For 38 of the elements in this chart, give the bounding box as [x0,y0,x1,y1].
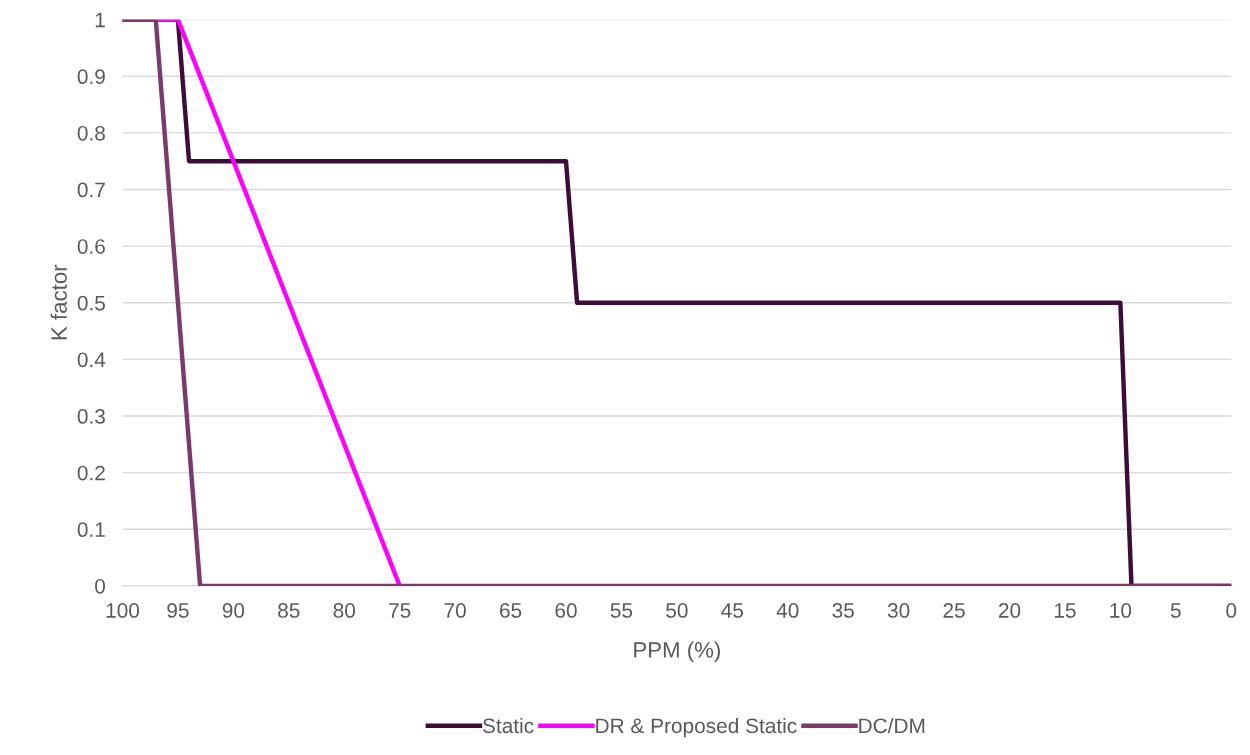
y-tick-label: 0.7 [77,182,105,198]
x-tick-label: 70 [444,603,466,618]
x-tick-label: 35 [832,603,854,618]
x-tick-label: 85 [278,603,300,618]
x-tick-label: 80 [333,603,356,618]
legend-label: DR & Proposed Static [596,717,797,738]
x-tick-label: 30 [887,603,910,618]
y-tick-label: 0.1 [77,522,105,538]
x-tick-label: 10 [1110,603,1132,618]
x-tick-label: 55 [610,603,633,618]
legend-label: DC/DM [859,717,925,734]
x-tick-label: 95 [167,603,189,618]
y-tick-label: 0.9 [77,69,105,85]
x-tick-label: 15 [1054,603,1076,618]
x-axis-title: PPM (%) [634,641,720,663]
x-tick-label: 20 [998,603,1021,618]
y-tick-label: 0.2 [77,465,105,481]
x-tick-label: 75 [389,603,411,618]
y-tick-label: 0.3 [77,409,105,424]
x-tick-label: 100 [106,603,140,618]
x-tick-label: 0 [1226,603,1237,618]
y-tick-label: 0.5 [77,295,105,311]
line-series [122,19,1232,586]
y-axis-title: K factor [50,264,67,340]
y-tick-label: 1 [95,12,105,28]
y-tick-label: 0 [95,578,106,594]
x-tick-label: 40 [776,603,799,618]
x-tick-label: 90 [222,603,245,618]
y-tick-label: 0.4 [77,352,106,368]
x-tick-label: 45 [721,603,744,618]
y-tick-label: 0.8 [77,125,105,141]
x-tick-label: 65 [500,603,522,618]
x-tick-label: 5 [1170,603,1181,618]
x-tick-label: 60 [555,603,577,618]
x-tick-label: 50 [666,603,688,618]
x-tick-label: 25 [943,603,965,618]
y-tick-label: 0.6 [77,239,105,254]
legend-label: Static [482,717,534,734]
